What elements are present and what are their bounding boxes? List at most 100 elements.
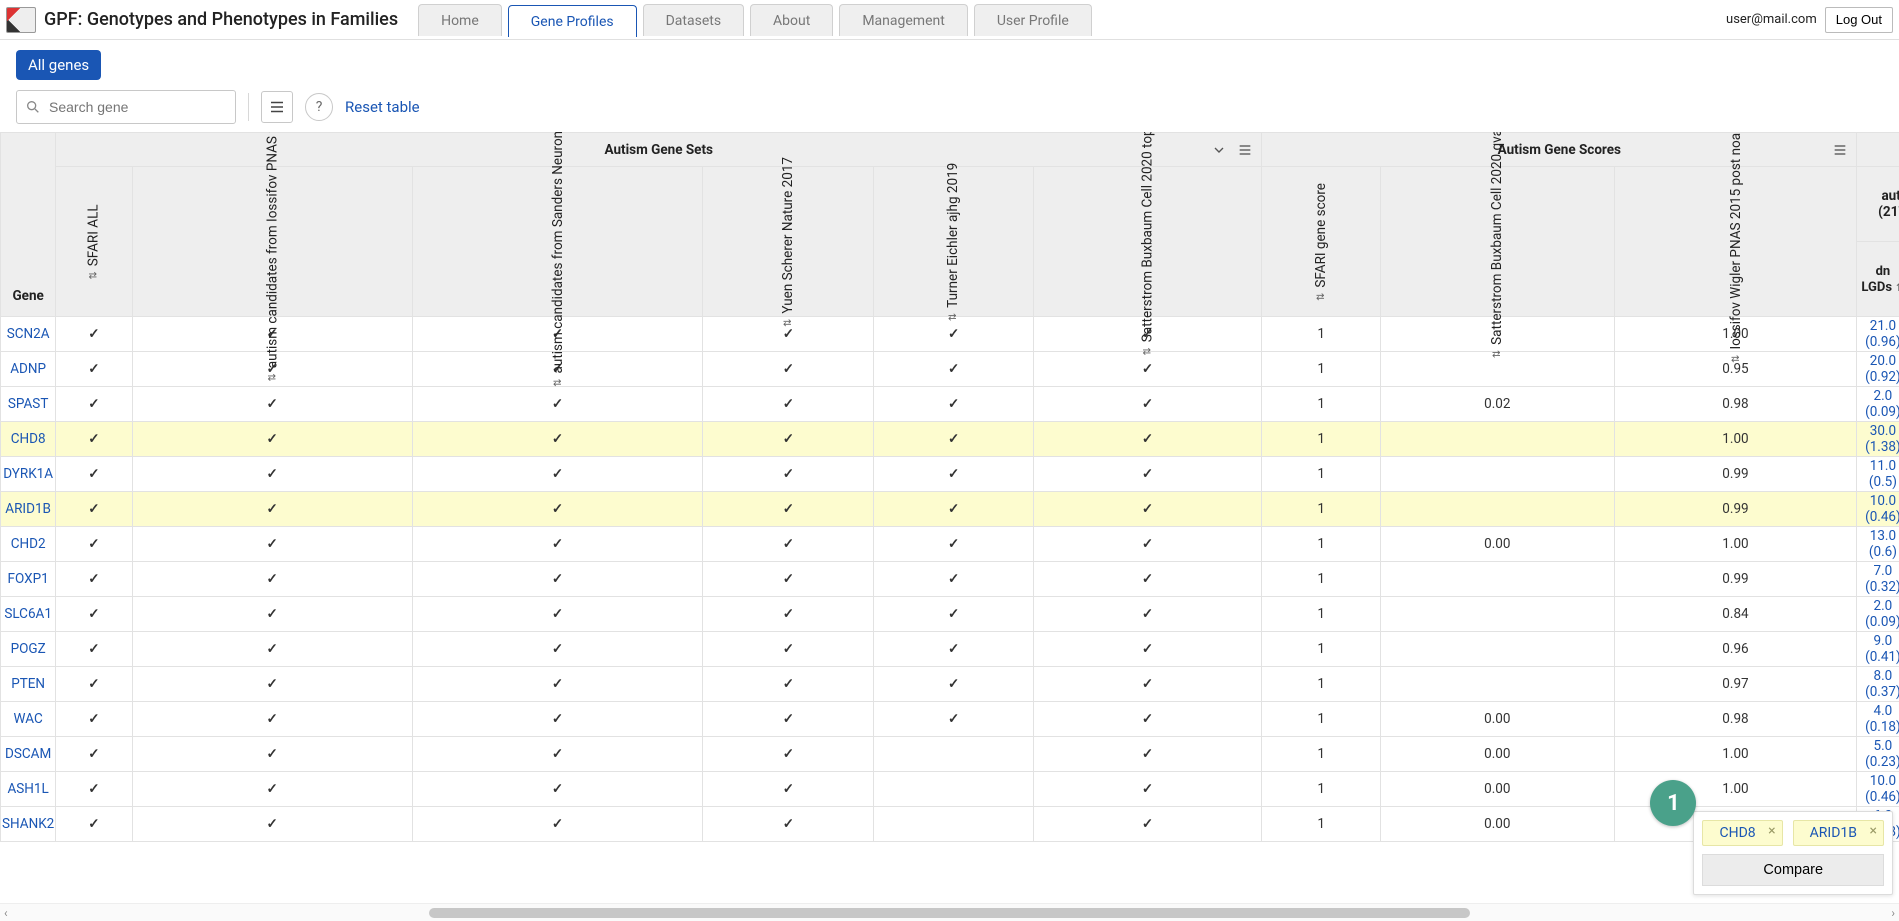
study-subcol-header[interactable]: dn LGDs⇅ [1857, 242, 1899, 317]
check-icon [1142, 361, 1153, 377]
scroll-thumb[interactable] [429, 908, 1469, 918]
chip-remove-icon[interactable]: × [1768, 823, 1775, 839]
gene-link[interactable]: CHD8 [11, 431, 46, 447]
value-link[interactable]: 11.0 (0.5) [1869, 458, 1897, 490]
set-col-header[interactable]: ⇅Satterstrom Buxbaum Cell 2020 top [1033, 167, 1261, 317]
horizontal-scrollbar[interactable]: ‹ › [0, 903, 1899, 921]
score-col-header[interactable]: ⇅SFARI gene score [1262, 167, 1381, 317]
sort-icon[interactable]: ⇅ [552, 378, 563, 386]
tab-management[interactable]: Management [839, 4, 967, 36]
sort-icon[interactable]: ⇅ [948, 312, 959, 320]
gene-link[interactable]: ARID1B [5, 501, 51, 517]
set-cell [703, 632, 874, 667]
check-icon [88, 746, 99, 762]
value-link[interactable]: 7.0 (0.32) [1865, 563, 1899, 595]
value-link[interactable]: 10.0 (0.46) [1865, 493, 1899, 525]
set-col-header[interactable]: ⇅autism candidates from Iossifov PNAS 20… [132, 167, 412, 317]
gene-link[interactable]: DYRK1A [3, 466, 53, 482]
group-studies [1857, 133, 1899, 167]
chevron-down-icon[interactable] [1211, 142, 1227, 158]
tab-home[interactable]: Home [418, 4, 502, 36]
check-icon [552, 536, 563, 552]
check-icon [266, 536, 277, 552]
hamburger-icon[interactable] [1237, 142, 1253, 158]
value-link[interactable]: 8.0 (0.37) [1865, 668, 1899, 700]
value-link[interactable]: 2.0 (0.09) [1865, 388, 1899, 420]
gene-link[interactable]: SLC6A1 [4, 606, 52, 622]
sort-icon[interactable]: ⇅ [1492, 349, 1503, 357]
tab-datasets[interactable]: Datasets [643, 4, 744, 36]
chip-remove-icon[interactable]: × [1870, 823, 1877, 839]
sort-icon[interactable]: ⇅ [88, 271, 99, 279]
score-cell [1381, 562, 1614, 597]
set-cell [874, 422, 1033, 457]
value-link[interactable]: 30.0 (1.38) [1865, 423, 1899, 455]
hamburger-icon[interactable] [1832, 142, 1848, 158]
value-link[interactable]: 20.0 (0.92) [1865, 353, 1899, 385]
score-col-header[interactable]: ⇅Satterstrom Buxbaum Cell 2020 qval [1381, 167, 1614, 317]
check-icon [552, 641, 563, 657]
sort-icon[interactable]: ⇅ [1316, 292, 1327, 300]
gene-cell: DYRK1A [1, 457, 56, 492]
gene-link[interactable]: PTEN [11, 676, 45, 692]
tab-user-profile[interactable]: User Profile [974, 4, 1092, 36]
compare-chip: ARID1B× [1793, 820, 1884, 846]
score-col-header[interactable]: ⇅Iossifov Wigler PNAS 2015 post noaut [1614, 167, 1857, 317]
sort-icon[interactable]: ⇅ [783, 318, 794, 326]
table-scroll[interactable]: GeneAutism Gene SetsAutism Gene Scores⇅S… [0, 132, 1899, 842]
reset-table-link[interactable]: Reset table [345, 98, 420, 116]
all-genes-pill[interactable]: All genes [16, 50, 101, 80]
set-col-header[interactable]: ⇅Turner Eichler ajhg 2019 [874, 167, 1033, 317]
tab-about[interactable]: About [750, 4, 833, 36]
check-icon [552, 746, 563, 762]
search-gene-input[interactable] [47, 98, 227, 116]
value-link[interactable]: 4.0 (0.18) [1865, 703, 1899, 735]
check-icon [783, 571, 794, 587]
value-link[interactable]: 13.0 (0.6) [1869, 528, 1897, 560]
value-link[interactable]: 21.0 (0.96) [1865, 318, 1899, 350]
logout-button[interactable]: Log Out [1825, 7, 1893, 33]
sort-icon[interactable]: ⇅ [1142, 347, 1153, 355]
gene-cell: CHD2 [1, 527, 56, 562]
value-link[interactable]: 5.0 (0.23) [1865, 738, 1899, 770]
table-row: FOXP110.997.0 (0.32)2.0 (0.09)8.0 (2.18)… [1, 562, 1899, 597]
gene-link[interactable]: DSCAM [5, 746, 51, 762]
set-col-header[interactable]: ⇅autism candidates from Sanders Neuron 2… [412, 167, 703, 317]
set-col-header[interactable]: ⇅Yuen Scherer Nature 2017 [703, 167, 874, 317]
value-link[interactable]: 9.0 (0.41) [1865, 633, 1899, 665]
set-cell [412, 737, 703, 772]
tab-gene-profiles[interactable]: Gene Profiles [508, 5, 637, 37]
set-col-header[interactable]: ⇅SFARI ALL [56, 167, 132, 317]
gene-cell: SHANK2 [1, 807, 56, 842]
sort-icon[interactable]: ⇅ [267, 373, 278, 381]
gene-link[interactable]: FOXP1 [8, 571, 49, 587]
score-cell [1381, 492, 1614, 527]
set-cell [1033, 737, 1261, 772]
help-button[interactable]: ? [305, 93, 333, 121]
gene-link[interactable]: SPAST [8, 396, 49, 412]
scroll-right-icon[interactable]: › [1891, 906, 1895, 920]
set-cell [703, 737, 874, 772]
gene-link[interactable]: WAC [14, 711, 43, 727]
gene-link[interactable]: POGZ [11, 641, 46, 657]
value-cell: 2.0 (0.09) [1857, 387, 1899, 422]
value-link[interactable]: 2.0 (0.09) [1865, 598, 1899, 630]
score-cell: 0.99 [1614, 457, 1857, 492]
value-link[interactable]: 10.0 (0.46) [1865, 773, 1899, 805]
sort-icon[interactable]: ⇅ [1730, 354, 1741, 362]
gene-link[interactable]: ADNP [10, 361, 46, 377]
gene-link[interactable]: SCN2A [7, 326, 50, 342]
compare-button[interactable]: Compare [1702, 854, 1884, 886]
gene-link[interactable]: CHD2 [11, 536, 46, 552]
gene-link[interactable]: ASH1L [7, 781, 48, 797]
set-cell [1033, 562, 1261, 597]
search-gene-input-wrap[interactable] [16, 90, 236, 124]
table-row: DSCAM10.001.005.0 (0.23) [1, 737, 1899, 772]
scroll-left-icon[interactable]: ‹ [4, 906, 8, 920]
set-cell [56, 562, 132, 597]
set-cell [56, 527, 132, 562]
score-cell: 0.02 [1381, 387, 1614, 422]
columns-menu-button[interactable] [261, 91, 293, 123]
gene-link[interactable]: SHANK2 [2, 816, 54, 832]
study-header: autism (21795) [1857, 167, 1899, 242]
